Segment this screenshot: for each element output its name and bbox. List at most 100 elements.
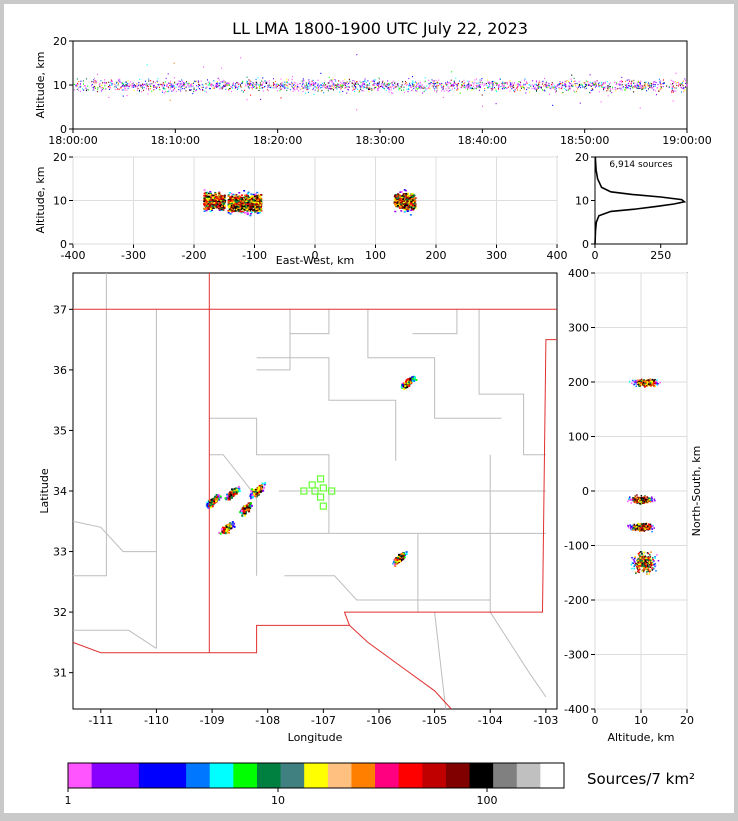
- east-west-source: [228, 212, 230, 214]
- time-height-source: [118, 84, 119, 85]
- time-height-source: [302, 82, 303, 83]
- time-height-source: [603, 82, 604, 83]
- time-height-source: [636, 86, 637, 87]
- time-height-source: [123, 85, 124, 86]
- y-tick-label: 37: [53, 303, 67, 316]
- time-height-source: [509, 90, 510, 91]
- time-height-source: [260, 99, 261, 100]
- time-height-source: [673, 92, 674, 93]
- time-height-source: [127, 90, 128, 91]
- time-height-source: [522, 86, 523, 87]
- time-height-source: [106, 82, 107, 83]
- time-height-source: [638, 82, 639, 83]
- time-height-source: [87, 89, 88, 90]
- time-height-source: [231, 86, 232, 87]
- east-west-source: [246, 197, 248, 199]
- time-height-source: [104, 85, 105, 86]
- time-height-source: [484, 83, 485, 84]
- east-west-source: [206, 201, 208, 203]
- time-height-source: [356, 109, 357, 110]
- time-height-source: [474, 82, 475, 83]
- time-height-source: [434, 83, 435, 84]
- east-west-source: [211, 202, 213, 204]
- time-height-source: [585, 88, 586, 89]
- time-height-source: [338, 80, 339, 81]
- time-height-source: [527, 87, 528, 88]
- time-height-source: [683, 81, 684, 82]
- time-height-source: [109, 86, 110, 87]
- time-height-source: [463, 80, 464, 81]
- time-height-source: [286, 90, 287, 91]
- time-height-source: [101, 87, 102, 88]
- time-height-source: [225, 89, 226, 90]
- time-height-source: [124, 85, 125, 86]
- time-height-source: [154, 85, 155, 86]
- plan-view-source: [226, 495, 228, 497]
- time-height-source: [676, 87, 677, 88]
- plan-view-source: [220, 533, 222, 535]
- east-west-source: [247, 193, 249, 195]
- plan-view-source: [236, 489, 238, 491]
- time-height-source: [680, 85, 681, 86]
- time-height-source: [328, 82, 329, 83]
- time-height-source: [305, 87, 306, 88]
- time-height-source: [620, 88, 621, 89]
- time-height-source: [514, 83, 515, 84]
- time-height-source: [578, 86, 579, 87]
- time-height-source: [408, 91, 409, 92]
- x-tick-label: 18:20:00: [253, 134, 302, 147]
- time-height-source: [518, 81, 519, 82]
- time-height-source: [95, 86, 96, 87]
- time-height-source: [313, 80, 314, 81]
- time-height-source: [182, 88, 183, 89]
- time-height-source: [183, 82, 184, 83]
- time-height-source: [108, 82, 109, 83]
- time-height-source: [534, 88, 535, 89]
- time-height-source: [199, 88, 200, 89]
- east-west-source: [405, 207, 407, 209]
- time-height-source: [659, 89, 660, 90]
- time-height-source: [411, 87, 412, 88]
- time-height-source: [568, 81, 569, 82]
- y-tick-label: 0: [60, 123, 67, 136]
- time-height-source: [305, 93, 306, 94]
- y-tick-label: 31: [53, 667, 67, 680]
- plan-view-source: [244, 514, 246, 516]
- time-height-source: [92, 84, 93, 85]
- time-height-source: [83, 83, 84, 84]
- east-west-source: [239, 207, 241, 209]
- time-height-source: [487, 87, 488, 88]
- time-height-source: [612, 88, 613, 89]
- time-height-source: [655, 90, 656, 91]
- time-height-source: [122, 89, 123, 90]
- time-height-source: [572, 84, 573, 85]
- east-west-source: [412, 199, 414, 201]
- y-tick-label: 20: [53, 151, 67, 164]
- time-height-source: [148, 84, 149, 85]
- time-height-source: [436, 86, 437, 87]
- time-height-source: [599, 86, 600, 87]
- time-height-source: [645, 85, 646, 86]
- plan-view-source: [214, 496, 216, 498]
- time-height-source: [456, 89, 457, 90]
- time-height-source: [493, 81, 494, 82]
- time-height-source: [102, 82, 103, 83]
- time-height-source: [635, 85, 636, 86]
- time-height-source: [530, 85, 531, 86]
- plan-view-source: [206, 503, 208, 505]
- time-height-source: [334, 87, 335, 88]
- time-height-source: [341, 85, 342, 86]
- time-height-source: [606, 86, 607, 87]
- time-height-source: [366, 85, 367, 86]
- time-height-source: [422, 88, 423, 89]
- time-height-source: [449, 90, 450, 91]
- east-west-source: [244, 212, 246, 214]
- x-tick-label: -111: [88, 714, 113, 727]
- time-height-source: [380, 86, 381, 87]
- time-height-source: [424, 91, 425, 92]
- time-height-source: [574, 78, 575, 79]
- time-height-source: [214, 88, 215, 89]
- time-height-source: [318, 88, 319, 89]
- x-tick-label: 100: [365, 249, 386, 262]
